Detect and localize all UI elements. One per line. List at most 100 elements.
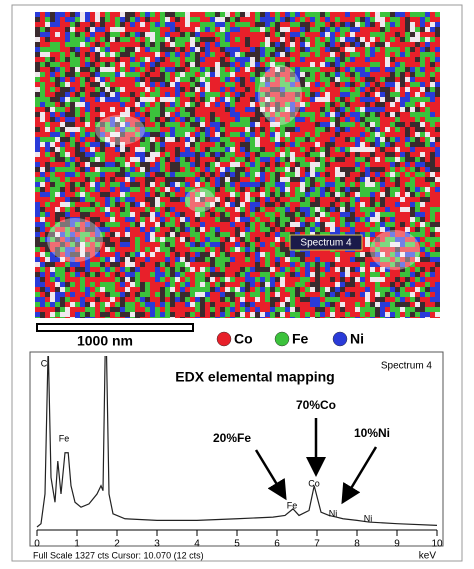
- map-pixel: [340, 152, 345, 157]
- map-pixel: [220, 47, 225, 52]
- map-pixel: [290, 127, 295, 132]
- map-pixel: [285, 117, 290, 122]
- map-pixel: [35, 277, 40, 282]
- map-pixel: [330, 77, 335, 82]
- map-pixel: [430, 307, 435, 312]
- map-pixel: [75, 52, 80, 57]
- map-pixel: [60, 282, 65, 287]
- map-pixel: [170, 37, 175, 42]
- map-pixel: [295, 77, 300, 82]
- map-pixel: [385, 112, 390, 117]
- map-pixel: [35, 247, 40, 252]
- map-pixel: [60, 257, 65, 262]
- map-pixel: [270, 12, 275, 17]
- map-pixel: [160, 82, 165, 87]
- map-pixel: [35, 317, 40, 318]
- map-pixel: [350, 132, 355, 137]
- map-pixel: [120, 287, 125, 292]
- map-pixel: [410, 207, 415, 212]
- map-pixel: [375, 272, 380, 277]
- map-pixel: [85, 277, 90, 282]
- map-pixel: [190, 122, 195, 127]
- map-pixel: [170, 267, 175, 272]
- map-pixel: [230, 252, 235, 257]
- map-pixel: [415, 112, 420, 117]
- map-pixel: [400, 207, 405, 212]
- map-pixel: [255, 27, 260, 32]
- map-pixel: [160, 207, 165, 212]
- map-pixel: [135, 37, 140, 42]
- map-pixel: [175, 82, 180, 87]
- map-pixel: [85, 22, 90, 27]
- map-pixel: [170, 47, 175, 52]
- map-pixel: [385, 162, 390, 167]
- map-pixel: [120, 37, 125, 42]
- map-pixel: [35, 262, 40, 267]
- map-pixel: [395, 297, 400, 302]
- map-pixel: [100, 37, 105, 42]
- map-pixel: [190, 152, 195, 157]
- map-pixel: [170, 247, 175, 252]
- map-pixel: [295, 112, 300, 117]
- map-pixel: [40, 222, 45, 227]
- map-pixel: [45, 192, 50, 197]
- map-pixel: [175, 222, 180, 227]
- map-pixel: [265, 72, 270, 77]
- map-pixel: [350, 147, 355, 152]
- map-pixel: [65, 312, 70, 317]
- map-pixel: [395, 157, 400, 162]
- map-pixel: [75, 187, 80, 192]
- map-pixel: [235, 82, 240, 87]
- map-pixel: [240, 192, 245, 197]
- map-pixel: [190, 192, 195, 197]
- map-pixel: [100, 22, 105, 27]
- map-pixel: [220, 307, 225, 312]
- map-pixel: [260, 142, 265, 147]
- map-pixel: [435, 172, 440, 177]
- map-pixel: [350, 87, 355, 92]
- map-pixel: [195, 282, 200, 287]
- map-pixel: [230, 37, 235, 42]
- map-pixel: [355, 257, 360, 262]
- map-pixel: [120, 17, 125, 22]
- map-pixel: [265, 142, 270, 147]
- map-pixel: [360, 267, 365, 272]
- map-pixel: [205, 37, 210, 42]
- map-pixel: [410, 102, 415, 107]
- map-pixel: [170, 277, 175, 282]
- map-pixel: [125, 92, 130, 97]
- map-pixel: [55, 302, 60, 307]
- map-pixel: [145, 212, 150, 217]
- map-pixel: [405, 312, 410, 317]
- map-pixel: [125, 37, 130, 42]
- map-pixel: [280, 312, 285, 317]
- map-pixel: [140, 107, 145, 112]
- map-pixel: [355, 302, 360, 307]
- map-pixel: [170, 217, 175, 222]
- map-pixel: [295, 152, 300, 157]
- map-pixel: [300, 37, 305, 42]
- map-pixel: [395, 277, 400, 282]
- map-pixel: [375, 87, 380, 92]
- map-pixel: [85, 287, 90, 292]
- map-pixel: [235, 227, 240, 232]
- map-pixel: [90, 162, 95, 167]
- map-pixel: [260, 217, 265, 222]
- map-pixel: [290, 182, 295, 187]
- map-pixel: [80, 82, 85, 87]
- map-pixel: [325, 202, 330, 207]
- map-pixel: [220, 92, 225, 97]
- map-pixel: [250, 92, 255, 97]
- map-pixel: [375, 282, 380, 287]
- map-pixel: [100, 217, 105, 222]
- map-pixel: [120, 152, 125, 157]
- map-pixel: [340, 192, 345, 197]
- map-pixel: [300, 167, 305, 172]
- map-pixel: [255, 307, 260, 312]
- map-pixel: [150, 87, 155, 92]
- map-pixel: [430, 277, 435, 282]
- map-pixel: [230, 247, 235, 252]
- map-pixel: [285, 132, 290, 137]
- map-pixel: [185, 17, 190, 22]
- map-pixel: [310, 72, 315, 77]
